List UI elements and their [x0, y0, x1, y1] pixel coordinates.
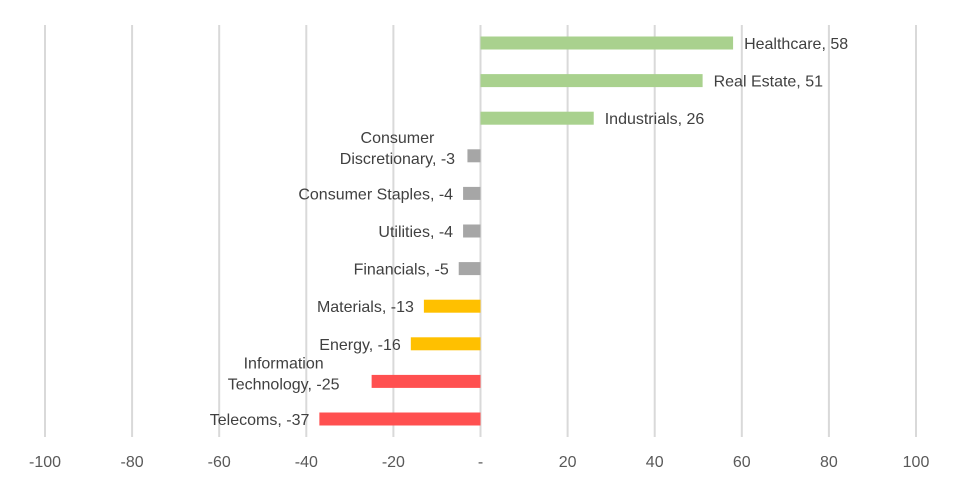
bar-consumer-discretionary [467, 149, 481, 163]
x-tick-label: 60 [733, 454, 751, 471]
bar-industrials [480, 111, 594, 125]
bar-telecoms [319, 412, 481, 426]
data-label: Materials, -13 [317, 299, 414, 316]
bars [319, 36, 734, 426]
x-tick-label: -80 [121, 454, 144, 471]
data-label: Telecoms, -37 [210, 412, 310, 429]
x-tick-label: 80 [820, 454, 838, 471]
x-tick-label: 100 [903, 454, 930, 471]
bar-healthcare [480, 36, 734, 50]
data-label: Utilities, -4 [378, 224, 453, 241]
x-tick-label: 40 [646, 454, 664, 471]
data-label: Consumer [361, 130, 435, 147]
x-tick-label: -20 [382, 454, 405, 471]
data-label: Consumer Staples, -4 [298, 186, 453, 203]
bar-real-estate [480, 74, 703, 88]
bar-consumer-staples [463, 186, 481, 200]
data-label: Technology, -25 [228, 376, 340, 393]
bar-utilities [463, 224, 481, 238]
bar-energy [410, 337, 481, 351]
data-label: Energy, -16 [319, 337, 401, 354]
bar-information-technology [371, 374, 481, 388]
data-label: Real Estate, 51 [714, 74, 824, 91]
x-tick-label: -40 [295, 454, 318, 471]
x-tick-label: - [478, 454, 483, 471]
bar-financials [458, 262, 481, 276]
data-label: Financials, -5 [354, 262, 449, 279]
data-label: Discretionary, -3 [340, 151, 455, 168]
x-tick-label: -100 [29, 454, 61, 471]
x-tick-label: 20 [559, 454, 577, 471]
data-labels: Healthcare, 58 Real Estate, 51 Industrials… [210, 36, 848, 429]
data-label: Industrials, 26 [605, 111, 705, 128]
x-tick-label: -60 [208, 454, 231, 471]
data-label: Information [244, 355, 324, 372]
data-label: Healthcare, 58 [744, 36, 848, 53]
x-axis-ticks: -100 -80 -60 -40 -20-20 40 60 80 100 [29, 454, 929, 471]
bar-materials [423, 299, 481, 313]
